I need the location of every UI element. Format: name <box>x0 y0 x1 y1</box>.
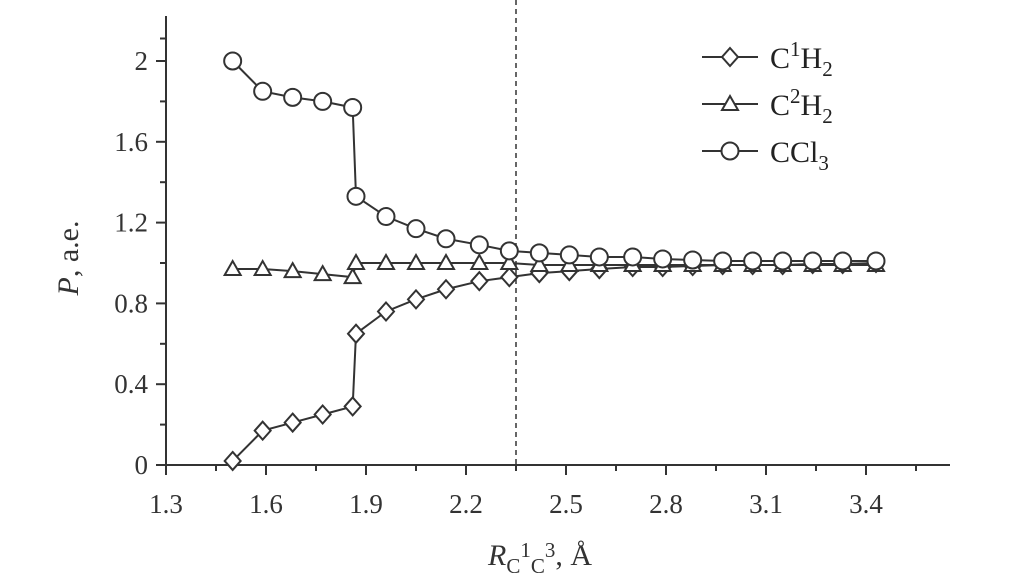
x-axis-label-sup1: 1 <box>520 538 531 562</box>
data-point <box>223 450 243 472</box>
data-point <box>833 251 853 271</box>
series-circle <box>223 51 886 271</box>
data-point <box>866 251 886 271</box>
legend-label-part: 1 <box>790 37 801 61</box>
data-point <box>559 245 579 265</box>
data-point <box>499 241 519 261</box>
data-point <box>683 250 703 270</box>
legend-label-part: 2 <box>790 84 801 108</box>
data-point <box>313 91 333 111</box>
x-tick-label: 2.8 <box>649 489 683 519</box>
legend-marker-triangle <box>720 93 740 111</box>
y-axis-label-symbol: P <box>52 277 85 296</box>
data-point <box>376 252 396 270</box>
x-tick-label: 3.1 <box>749 489 783 519</box>
data-point <box>406 219 426 239</box>
y-tick-label: 2 <box>135 46 149 76</box>
data-point <box>343 395 363 417</box>
data-point <box>529 255 550 273</box>
data-point <box>469 270 489 292</box>
data-point <box>589 247 609 267</box>
x-ticks: 1.3 1.6 1.9 2.2 2.5 2.8 3.1 3.4 <box>149 465 917 519</box>
x-axis-label: RC1C3, Å <box>487 538 592 578</box>
legend-marker-diamond <box>720 46 740 68</box>
data-point <box>713 251 733 271</box>
data-point <box>313 403 333 426</box>
legend-label-part: C <box>770 42 790 75</box>
data-point <box>499 266 519 288</box>
data-point <box>253 420 273 442</box>
y-axis-label: P, a.e. <box>52 221 85 297</box>
legend-label-part: CCl <box>770 136 818 169</box>
legend-label-part: 3 <box>818 151 829 175</box>
data-point <box>773 251 793 271</box>
y-tick-label: 0.4 <box>114 369 148 399</box>
data-point <box>743 251 763 271</box>
series-layer <box>222 51 886 472</box>
data-point <box>342 267 363 285</box>
x-tick-label: 2.5 <box>549 489 583 519</box>
legend-label-part: C <box>770 89 790 122</box>
data-point <box>436 229 456 249</box>
data-point <box>623 247 643 267</box>
x-tick-label: 1.9 <box>349 489 383 519</box>
x-axis-label-sup2: 3 <box>545 538 556 562</box>
data-point <box>499 252 520 270</box>
x-tick-label: 1.6 <box>249 489 283 519</box>
data-point <box>803 251 823 271</box>
x-axis-label-sub2: C <box>531 554 545 578</box>
legend-marker-circle <box>720 141 740 161</box>
y-tick-label: 1.6 <box>114 127 148 157</box>
data-point <box>252 259 273 277</box>
series-diamond <box>223 252 886 472</box>
x-tick-label: 2.2 <box>449 489 483 519</box>
legend-label-part: 2 <box>822 57 833 81</box>
data-point <box>436 278 456 300</box>
legend-label: C2H2 <box>770 84 833 128</box>
data-point <box>406 288 426 310</box>
data-point <box>346 323 366 345</box>
data-point <box>436 252 456 270</box>
legend-label: CCl3 <box>770 136 829 175</box>
legend-label-part: H <box>801 42 823 75</box>
data-point <box>346 186 366 206</box>
data-point <box>469 235 489 255</box>
data-point <box>283 412 303 434</box>
y-tick-label: 1.2 <box>114 208 148 238</box>
data-point <box>283 87 303 107</box>
data-point <box>282 261 303 279</box>
data-point <box>469 252 490 270</box>
data-point <box>653 249 673 269</box>
data-point <box>343 97 363 117</box>
y-tick-label: 0 <box>135 450 149 480</box>
data-point <box>376 300 396 322</box>
y-tick-label: 0.8 <box>114 288 148 318</box>
x-tick-label: 3.4 <box>849 489 883 519</box>
x-axis-label-symbol: R <box>487 539 506 572</box>
data-point <box>529 243 549 263</box>
y-axis-label-unit: , a.e. <box>52 221 85 278</box>
data-point <box>223 51 243 71</box>
data-point <box>222 259 243 277</box>
y-ticks: 0 0.4 0.8 1.2 1.6 2 <box>114 37 166 480</box>
data-point <box>312 264 333 282</box>
data-point <box>376 207 396 227</box>
x-axis-label-sub1: C <box>506 554 520 578</box>
data-point <box>346 252 366 270</box>
axes <box>165 16 950 466</box>
legend-label: C1H2 <box>770 37 833 81</box>
data-point <box>253 81 273 101</box>
data-point <box>406 252 426 270</box>
legend-label-part: H <box>801 89 823 122</box>
x-tick-label: 1.3 <box>149 489 183 519</box>
legend-label-part: 2 <box>822 104 833 128</box>
x-axis-label-unit: , Å <box>555 539 592 572</box>
series-line <box>231 262 877 462</box>
